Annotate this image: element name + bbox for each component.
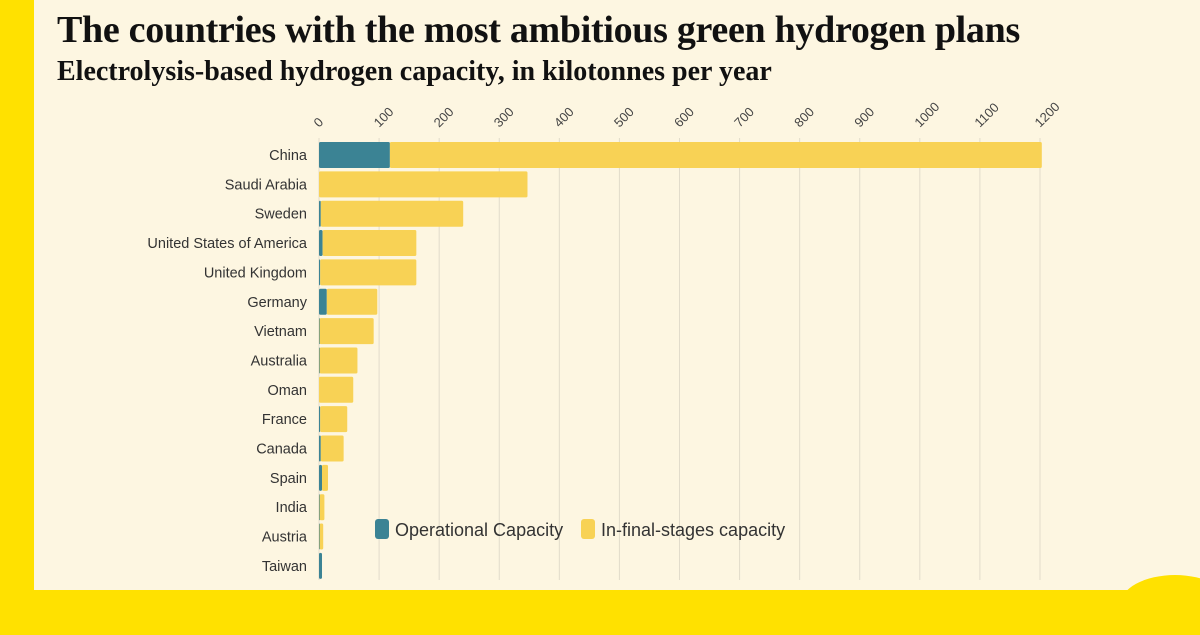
category-label-taiwan: Taiwan	[262, 559, 307, 575]
bar-united-kingdom-final-stages	[320, 259, 417, 286]
x-tick-label-500: 500	[611, 104, 637, 130]
category-label-china: China	[269, 148, 308, 164]
category-label-united-states-of-america: United States of America	[147, 236, 308, 252]
legend-label-final-stages: In-final-stages capacity	[601, 520, 785, 540]
x-tick-label-600: 600	[671, 104, 697, 130]
category-label-oman: Oman	[268, 383, 308, 399]
bar-china-final-stages	[389, 142, 1042, 168]
bar-austria-final-stages	[319, 523, 324, 550]
category-label-australia: Australia	[251, 353, 308, 369]
x-tick-label-800: 800	[791, 104, 817, 130]
bar-chart: 0 100 200 300 400 500 600 700 800 900 1000 1100 1200…	[147, 99, 1063, 580]
bar-france-operational	[319, 406, 321, 433]
chart-panel	[34, 0, 1200, 590]
category-label-india: India	[276, 500, 308, 516]
category-label-spain: Spain	[270, 471, 307, 487]
x-tick-label-700: 700	[731, 104, 757, 130]
x-tick-label-1100: 1100	[971, 100, 1001, 130]
bars	[319, 142, 1042, 579]
bar-france-final-stages	[320, 406, 348, 433]
bar-united-states-of-america-final-stages	[322, 230, 417, 257]
bar-sweden-operational	[319, 200, 321, 227]
x-tick-label-100: 100	[371, 104, 397, 130]
bar-taiwan-operational	[319, 552, 323, 579]
x-axis-ticks: 0 100 200 300 400 500 600 700 800 900 1000 1100 1200	[311, 99, 1063, 130]
x-tick-label-300: 300	[491, 104, 517, 130]
category-label-vietnam: Vietnam	[254, 324, 307, 340]
x-tick-label-900: 900	[851, 104, 877, 130]
category-label-france: France	[262, 412, 307, 428]
legend-swatch-operational	[375, 519, 389, 539]
bar-united-states-of-america-operational	[319, 230, 323, 257]
x-tick-label-1200: 1200	[1032, 99, 1063, 130]
bar-oman-final-stages	[319, 376, 354, 403]
bar-germany-final-stages	[326, 288, 378, 315]
bar-australia-final-stages	[319, 347, 358, 374]
bar-canada-operational	[319, 435, 321, 462]
bar-germany-operational	[319, 288, 327, 315]
x-tick-label-1000: 1000	[911, 99, 942, 130]
bar-united-kingdom-operational	[319, 259, 321, 286]
bar-spain-operational	[319, 464, 323, 491]
category-labels: China Saudi Arabia Sweden United States of …	[147, 148, 308, 575]
category-label-united-kingdom: United Kingdom	[204, 265, 307, 281]
bar-india-final-stages	[319, 494, 325, 521]
legend: Operational Capacity In-final-stages cap…	[375, 519, 785, 540]
legend-label-operational: Operational Capacity	[395, 520, 563, 540]
bar-saudi-arabia-final-stages	[319, 171, 528, 198]
category-label-germany: Germany	[247, 295, 307, 311]
bar-sweden-final-stages	[320, 200, 464, 227]
category-label-saudi-arabia: Saudi Arabia	[225, 177, 308, 193]
category-label-sweden: Sweden	[255, 207, 307, 223]
chart-subtitle: Electrolysis-based hydrogen capacity, in…	[57, 56, 772, 87]
chart-title: The countries with the most ambitious gr…	[57, 9, 1020, 51]
x-tick-label-0: 0	[311, 114, 327, 130]
bar-vietnam-final-stages	[319, 318, 374, 345]
bar-china-operational	[319, 142, 390, 168]
x-tick-label-400: 400	[551, 104, 577, 130]
x-tick-label-200: 200	[431, 104, 457, 130]
category-label-canada: Canada	[256, 442, 308, 458]
bar-canada-final-stages	[320, 435, 344, 462]
legend-swatch-final-stages	[581, 519, 595, 539]
bar-spain-final-stages	[322, 464, 329, 491]
category-label-austria: Austria	[262, 530, 308, 546]
